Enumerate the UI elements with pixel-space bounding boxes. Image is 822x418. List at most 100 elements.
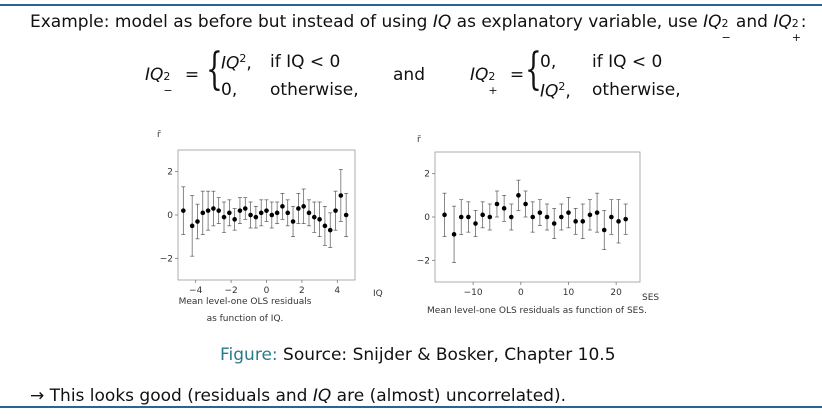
figure-label: Figure: — [220, 345, 278, 365]
data-point — [551, 221, 557, 226]
intro-suffix: : — [800, 12, 807, 32]
data-point — [566, 210, 571, 215]
data-point — [280, 204, 285, 209]
data-point — [216, 208, 222, 213]
data-point — [317, 217, 322, 222]
data-point — [623, 216, 628, 222]
intro-prefix: Example: model as before but instead of … — [30, 12, 433, 32]
data-point — [494, 201, 500, 207]
intro-sup1: 2 — [721, 17, 729, 30]
equation-connector: and — [393, 65, 425, 85]
right-case1-value: 0, — [540, 52, 557, 72]
intro-sub1: − — [721, 31, 731, 44]
data-point — [523, 201, 528, 207]
data-point — [211, 206, 216, 211]
x-tick-label: 20 — [610, 288, 622, 298]
data-point — [237, 208, 243, 213]
arrow-glyph: → — [30, 386, 45, 406]
y-axis-label: r̄ — [417, 135, 422, 145]
data-point — [285, 210, 291, 216]
conclusion-before: This looks good (residuals and — [44, 386, 313, 406]
intro-sentence: Example: model as before but instead of … — [30, 12, 807, 44]
data-point — [601, 227, 607, 233]
x-tick-label: 4 — [334, 286, 340, 296]
chart-caption-line2: as function of IQ. — [207, 314, 284, 324]
right-case2-cond: otherwise, — [592, 80, 681, 100]
data-point — [458, 214, 464, 220]
left-case1-cond: if IQ < 0 — [270, 52, 341, 72]
data-point — [322, 223, 328, 229]
figure-caption: Figure: Source: Snijder & Bosker, Chapte… — [220, 345, 616, 365]
right-case2-value: IQ2, — [540, 80, 571, 102]
left-lhs-var: IQ — [145, 65, 164, 85]
data-point — [537, 210, 543, 215]
data-point — [609, 214, 614, 220]
x-tick-label: −2 — [224, 286, 237, 296]
intro-sup2: 2 — [791, 17, 799, 30]
right-lhs-sub: + — [488, 84, 498, 97]
data-point — [473, 221, 478, 226]
right-case1-cond: if IQ < 0 — [592, 52, 663, 72]
data-point — [480, 212, 485, 218]
data-point — [559, 214, 564, 220]
intro-middle: as explanatory variable, use — [451, 12, 704, 32]
x-axis-label: SES — [642, 293, 659, 303]
data-point — [232, 217, 237, 222]
data-point — [258, 210, 264, 216]
data-point — [580, 219, 586, 224]
data-point — [544, 214, 550, 220]
top-rule — [0, 4, 822, 6]
data-point — [248, 212, 253, 218]
data-point — [221, 214, 227, 220]
data-point — [195, 219, 200, 224]
data-point — [311, 214, 317, 220]
right-lhs-sup: 2 — [488, 70, 496, 83]
data-point — [264, 208, 269, 213]
right-equation-lhs: IQ 2 + = — [470, 65, 525, 97]
x-tick-label: 0 — [518, 288, 524, 298]
conclusion-sentence: → This looks good (residuals and IQ are … — [30, 386, 566, 406]
data-point — [269, 212, 275, 218]
data-point — [487, 214, 493, 220]
intro-term2: IQ — [773, 12, 792, 32]
data-point — [343, 212, 349, 218]
data-point — [501, 206, 507, 211]
iq-residual-chart: r̄ 2 0 −2 −4 −2 0 2 4 IQ Mean level-one OLS residu… — [157, 130, 383, 324]
left-equation-lhs: IQ 2− = — [145, 65, 200, 97]
y-tick-label: 0 — [167, 211, 173, 221]
intro-var: IQ — [432, 12, 452, 32]
intro-term1: IQ — [703, 12, 722, 32]
y-tick-label: 2 — [167, 168, 173, 178]
x-tick-label: 10 — [563, 288, 575, 298]
x-tick-label: −4 — [189, 286, 203, 296]
data-point — [290, 219, 296, 224]
figure-source: Source: Snijder & Bosker, Chapter 10.5 — [277, 345, 616, 365]
data-point — [516, 193, 521, 198]
left-equals: = — [184, 65, 200, 85]
data-point — [338, 193, 344, 198]
left-case2-cond: otherwise, — [270, 80, 359, 100]
left-lhs-sup: 2 — [163, 70, 171, 83]
data-point — [594, 210, 600, 215]
data-point — [333, 208, 338, 213]
left-brace: { — [206, 44, 223, 95]
y-tick-label: −2 — [417, 256, 430, 266]
data-point — [274, 210, 280, 216]
data-point — [616, 219, 621, 224]
data-point — [466, 214, 471, 220]
data-point — [205, 208, 211, 213]
data-point — [573, 219, 578, 224]
intro-sub2: + — [791, 31, 801, 44]
right-equals: = — [509, 65, 525, 85]
chart-caption-line1: Mean level-one OLS residuals as function… — [427, 306, 647, 316]
data-point — [253, 214, 259, 220]
left-lhs-sub: − — [163, 84, 173, 97]
data-point — [508, 214, 514, 220]
y-axis-label: r̄ — [157, 130, 162, 140]
left-case2-value: 0, — [221, 80, 238, 100]
data-point — [301, 204, 306, 209]
y-tick-label: −2 — [160, 254, 173, 264]
data-point — [530, 214, 536, 220]
data-point — [189, 223, 195, 229]
